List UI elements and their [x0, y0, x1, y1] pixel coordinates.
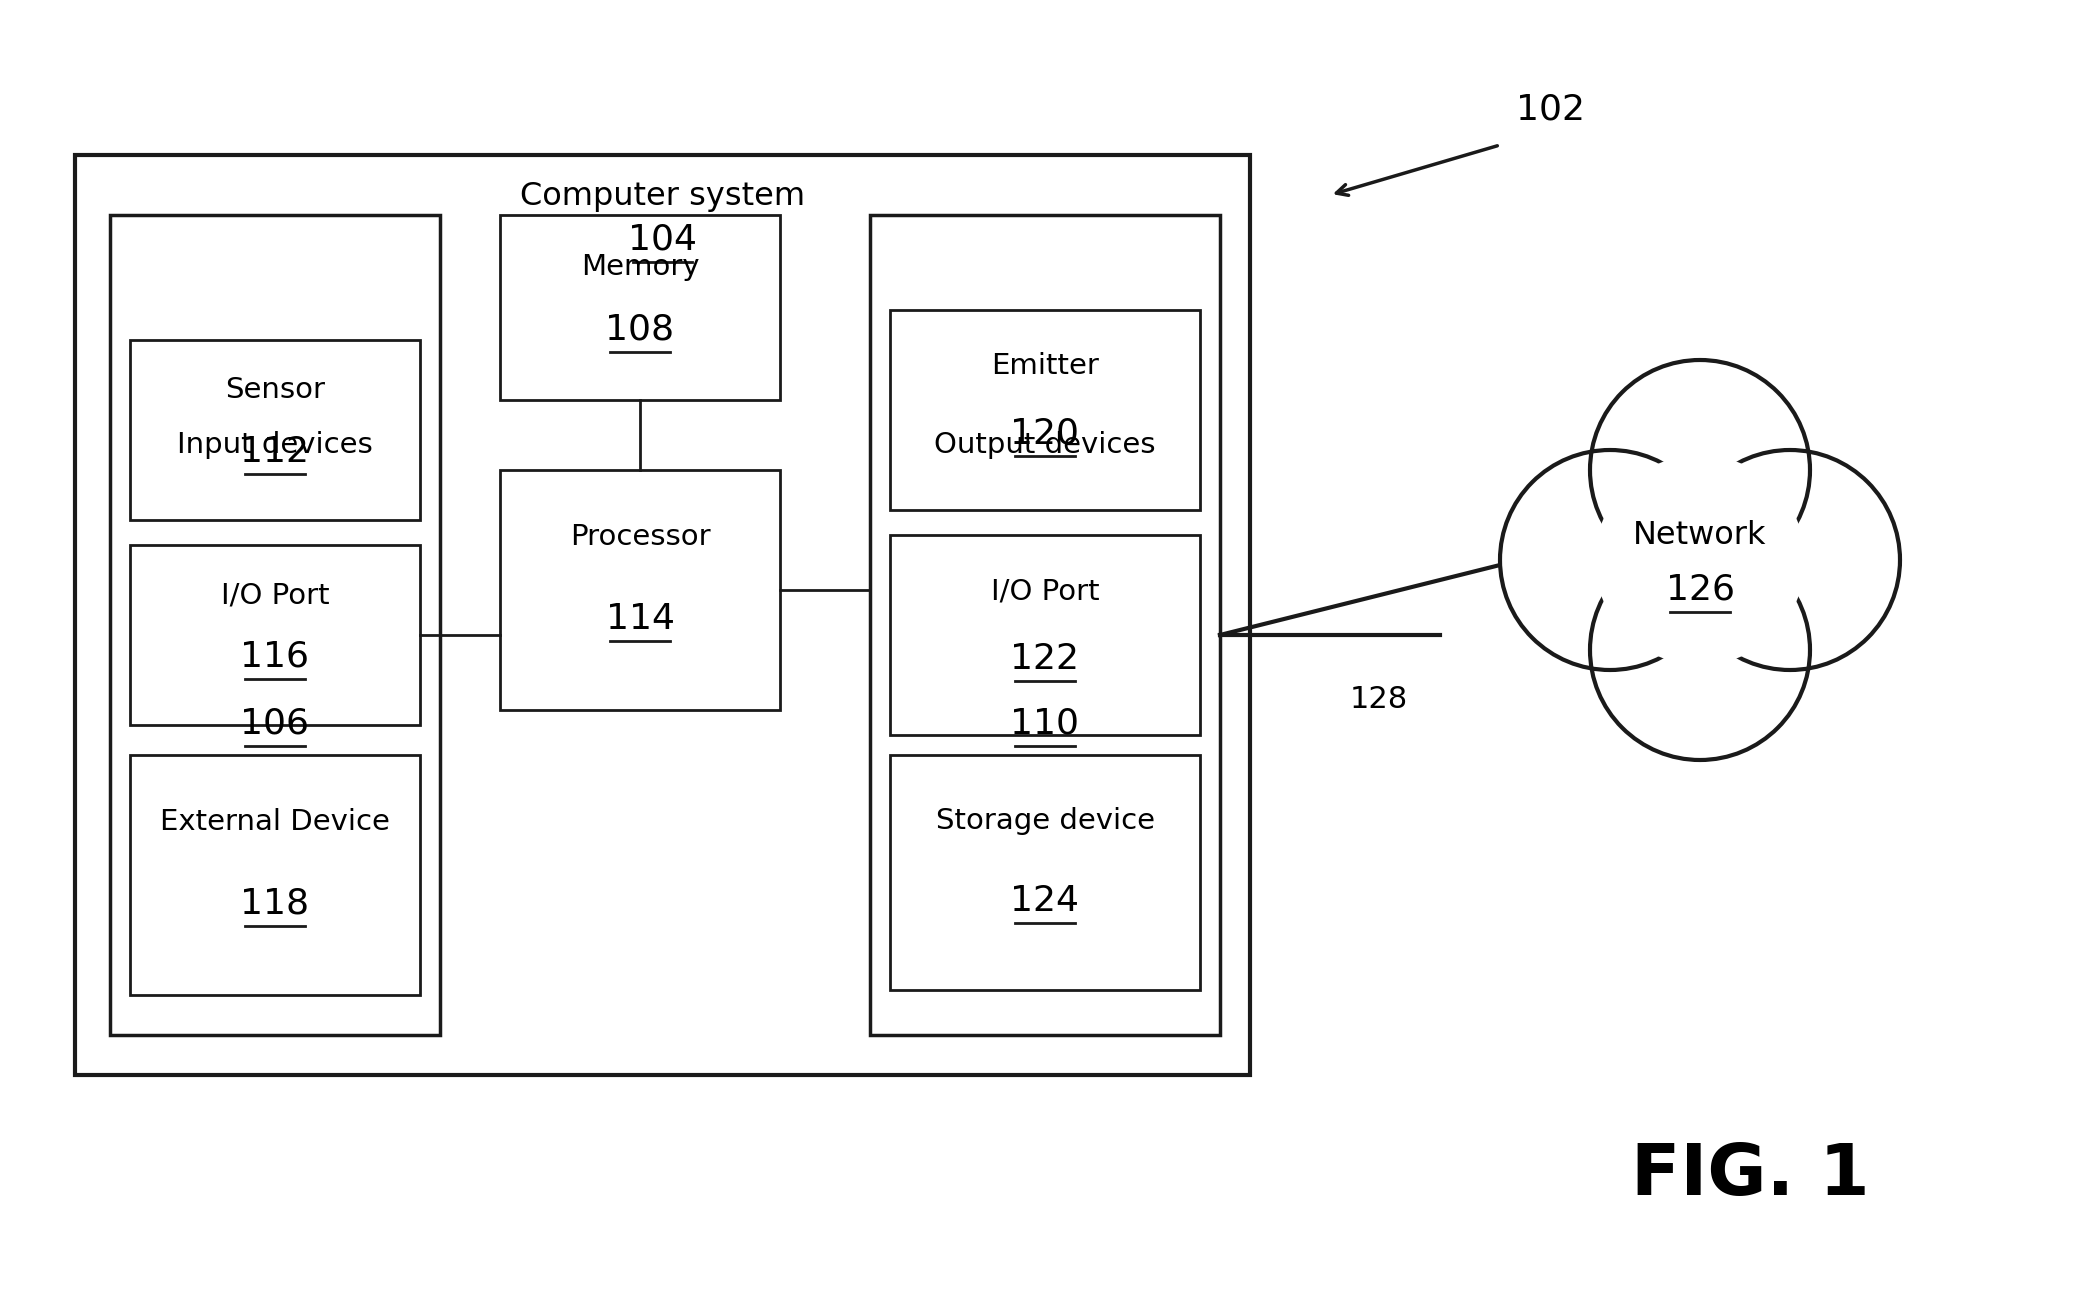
Bar: [890, 755, 1200, 990]
Bar: [129, 755, 421, 995]
Text: 120: 120: [1011, 418, 1080, 451]
Text: 116: 116: [240, 640, 311, 674]
Bar: [75, 155, 1250, 1075]
Text: 118: 118: [240, 887, 311, 921]
Circle shape: [1680, 450, 1901, 670]
Circle shape: [1594, 455, 1805, 665]
Text: Input devices: Input devices: [177, 431, 373, 458]
Bar: [110, 215, 440, 1036]
Text: Network: Network: [1634, 519, 1767, 550]
Bar: [1611, 470, 1790, 650]
Text: 102: 102: [1515, 92, 1584, 127]
Circle shape: [1590, 360, 1811, 580]
Bar: [129, 340, 421, 520]
Text: External Device: External Device: [160, 808, 390, 837]
Bar: [869, 215, 1219, 1036]
Text: Emitter: Emitter: [992, 353, 1098, 380]
Text: Computer system: Computer system: [519, 182, 804, 212]
Text: 124: 124: [1011, 883, 1080, 917]
Text: Storage device: Storage device: [936, 807, 1155, 835]
Circle shape: [1590, 540, 1811, 760]
Text: 128: 128: [1350, 686, 1409, 714]
Text: Processor: Processor: [569, 523, 711, 552]
Bar: [500, 215, 779, 399]
Text: I/O Port: I/O Port: [221, 582, 329, 609]
Text: 104: 104: [627, 222, 696, 258]
Circle shape: [1590, 450, 1811, 670]
Text: 114: 114: [606, 602, 675, 636]
Text: 106: 106: [240, 706, 311, 740]
Text: FIG. 1: FIG. 1: [1630, 1141, 1869, 1210]
Text: 108: 108: [606, 312, 675, 346]
Bar: [890, 535, 1200, 735]
Text: I/O Port: I/O Port: [990, 578, 1100, 605]
Bar: [500, 470, 779, 710]
Text: 126: 126: [1665, 572, 1734, 608]
Text: 122: 122: [1011, 641, 1080, 677]
Text: Memory: Memory: [581, 252, 700, 281]
Text: 112: 112: [240, 435, 311, 468]
Text: Output devices: Output devices: [934, 431, 1157, 458]
Circle shape: [1500, 450, 1719, 670]
Bar: [890, 310, 1200, 510]
Text: 110: 110: [1011, 706, 1080, 740]
Bar: [129, 545, 421, 725]
Text: Sensor: Sensor: [225, 376, 325, 405]
